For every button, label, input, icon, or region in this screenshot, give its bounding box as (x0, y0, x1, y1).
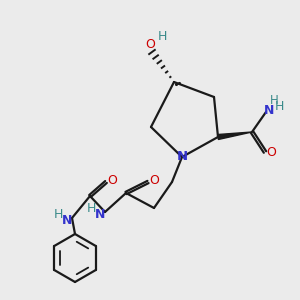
Polygon shape (218, 132, 252, 140)
Text: H: H (270, 94, 278, 106)
Text: O: O (145, 38, 155, 50)
Text: H: H (274, 100, 284, 113)
Text: N: N (62, 214, 72, 226)
Text: H: H (86, 202, 96, 215)
Text: O: O (107, 173, 117, 187)
Text: N: N (95, 208, 105, 220)
Text: O: O (149, 175, 159, 188)
Text: H: H (157, 29, 167, 43)
Text: H: H (53, 208, 63, 221)
Text: N: N (264, 103, 274, 116)
Text: N: N (176, 151, 188, 164)
Text: O: O (266, 146, 276, 158)
